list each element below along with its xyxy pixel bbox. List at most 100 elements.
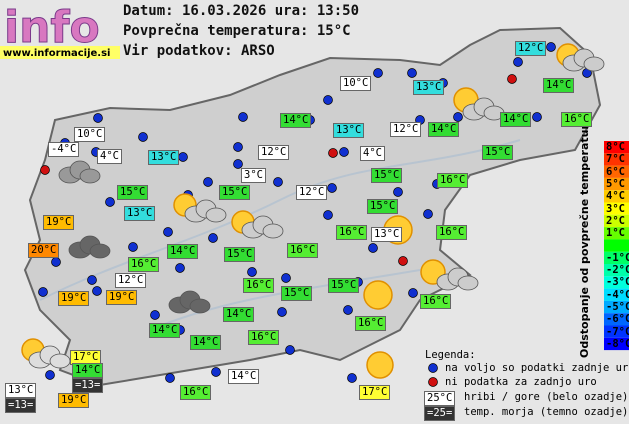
river xyxy=(39,139,521,301)
station-dot xyxy=(93,113,103,123)
station-dot xyxy=(407,68,417,78)
scale-label: 7°C xyxy=(606,153,625,166)
cloud-icon xyxy=(79,168,101,184)
logo: info xyxy=(4,2,100,53)
station-dot xyxy=(233,159,243,169)
station-dot xyxy=(175,263,185,273)
temp-label: 15°C xyxy=(224,247,256,262)
temp-label: 14°C xyxy=(167,244,199,259)
station-dot-missing xyxy=(398,256,408,266)
scale-swatch xyxy=(604,264,629,277)
temp-label: 4°C xyxy=(97,149,122,164)
temp-label: 12°C xyxy=(115,273,147,288)
station-dot xyxy=(408,288,418,298)
temp-label: 10°C xyxy=(74,127,106,142)
scale-label: -5°C xyxy=(606,300,629,313)
cloud-icon xyxy=(205,207,227,223)
temp-label: 19°C xyxy=(58,291,90,306)
station-dot-missing xyxy=(40,165,50,175)
temp-label: 16°C xyxy=(248,330,280,345)
temp-label: =13= xyxy=(5,398,37,413)
temp-label: 12°C xyxy=(390,122,422,137)
scale-label: 2°C xyxy=(606,214,625,227)
temp-label: 17°C xyxy=(70,350,102,365)
cloud-icon xyxy=(583,56,605,72)
temp-label: 16°C xyxy=(128,257,160,272)
scale-swatch xyxy=(604,251,629,264)
station-dot-missing xyxy=(328,148,338,158)
station-dot xyxy=(203,177,213,187)
temp-label: 14°C xyxy=(149,323,181,338)
temp-label: =13= xyxy=(72,378,104,393)
temp-label: 15°C xyxy=(371,168,403,183)
station-dot xyxy=(247,267,257,277)
legend-text: temp. morja (temno ozadje) xyxy=(464,406,629,418)
station-dot xyxy=(343,305,353,315)
station-dot xyxy=(513,57,523,67)
temp-label: 13°C xyxy=(148,150,180,165)
scale-swatch xyxy=(604,153,629,166)
scale-label: 1°C xyxy=(606,227,625,240)
station-dot xyxy=(285,345,295,355)
temp-label: 16°C xyxy=(436,225,468,240)
scale-swatch xyxy=(604,276,629,289)
cloud-icon xyxy=(89,243,111,259)
scale-swatch xyxy=(604,239,629,252)
temp-label: 16°C xyxy=(243,278,275,293)
temp-label: 15°C xyxy=(117,185,149,200)
station-dot xyxy=(393,187,403,197)
temp-label: 14°C xyxy=(543,78,575,93)
sun-icon xyxy=(363,280,393,310)
temp-label: 19°C xyxy=(43,215,75,230)
scale-label: 8°C xyxy=(606,141,625,153)
station-dot xyxy=(163,227,173,237)
station-dot xyxy=(87,275,97,285)
temp-label: 16°C xyxy=(420,294,452,309)
temp-label: 15°C xyxy=(219,185,251,200)
temp-label: 3°C xyxy=(241,168,266,183)
header-line: Povprečna temperatura: 15°C xyxy=(123,23,351,39)
legend-dot xyxy=(428,363,438,373)
temp-label: 19°C xyxy=(58,393,90,408)
scale-swatch xyxy=(604,313,629,326)
cloud-icon xyxy=(189,298,211,314)
river xyxy=(149,269,421,331)
scale-swatch xyxy=(604,300,629,314)
temp-label: 14°C xyxy=(500,112,532,127)
station-dot xyxy=(45,370,55,380)
station-dot xyxy=(327,183,337,193)
station-dot xyxy=(277,307,287,317)
scale-swatch xyxy=(604,141,629,154)
legend-text: ni podatka za zadnjo uro xyxy=(445,376,597,388)
scale-swatch xyxy=(604,177,629,191)
temp-label: 16°C xyxy=(287,243,319,258)
scale-label: 6°C xyxy=(606,165,625,178)
scale-label: -3°C xyxy=(606,276,629,289)
station-dot xyxy=(105,197,115,207)
site-url: www.informacije.si xyxy=(3,48,111,59)
station-dot xyxy=(38,287,48,297)
temp-label: 12°C xyxy=(515,41,547,56)
temp-label: 4°C xyxy=(360,146,385,161)
scale-label: 5°C xyxy=(606,177,625,190)
scale-label: -1°C xyxy=(606,251,629,264)
station-dot xyxy=(128,242,138,252)
scale-title: Odstopanje od povprečne temperature: xyxy=(578,112,591,358)
temp-label: 15°C xyxy=(281,286,313,301)
scale-swatch xyxy=(604,214,629,228)
temp-label: 13°C xyxy=(5,383,37,398)
scale-label: 4°C xyxy=(606,190,625,203)
temp-label: 16°C xyxy=(336,225,368,240)
station-dot xyxy=(165,373,175,383)
station-dot xyxy=(238,112,248,122)
temp-label: 13°C xyxy=(333,123,365,138)
temp-label: 15°C xyxy=(328,278,360,293)
temp-label: 12°C xyxy=(296,185,328,200)
scale-swatch xyxy=(604,325,629,338)
station-dot-missing xyxy=(507,74,517,84)
legend-sample: 25°C xyxy=(424,391,456,406)
scale-label: -6°C xyxy=(606,313,629,326)
temp-label: 13°C xyxy=(124,206,156,221)
scale-label: -2°C xyxy=(606,264,629,276)
